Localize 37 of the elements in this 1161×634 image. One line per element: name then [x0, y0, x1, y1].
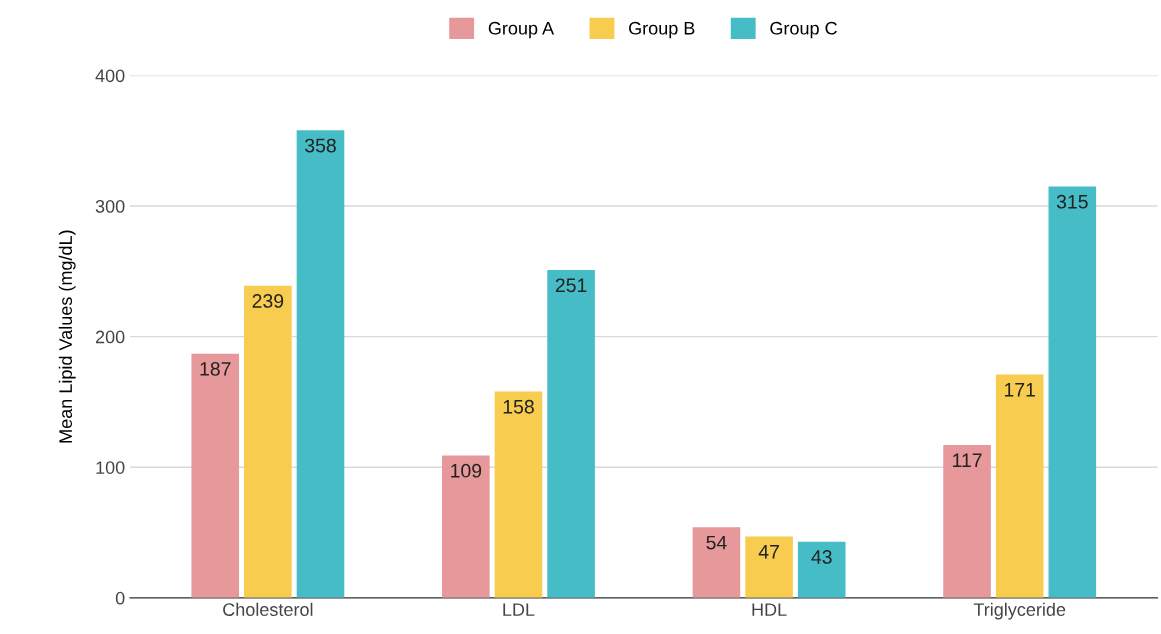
data-label: 358 — [305, 138, 336, 153]
data-label: 43 — [811, 550, 832, 564]
bar — [442, 455, 490, 598]
bar — [191, 353, 240, 598]
bar — [797, 541, 846, 598]
bar — [547, 270, 595, 598]
y-axis-title: Mean Lipid Values (mg/dL) — [58, 230, 76, 443]
x-tick-label: Triglyceride — [973, 602, 1066, 620]
y-tick-label: 0 — [115, 591, 125, 605]
data-label: 171 — [1004, 383, 1035, 397]
x-tick-label: LDL — [503, 603, 535, 616]
bar — [244, 285, 292, 598]
legend-label: Group C — [770, 21, 837, 39]
data-label: 109 — [451, 463, 482, 478]
x-tick-label: HDL — [752, 603, 787, 616]
bar — [745, 536, 793, 598]
bar — [943, 445, 991, 598]
bar — [296, 130, 345, 598]
bar — [1048, 186, 1097, 598]
y-tick-label: 400 — [95, 69, 125, 83]
legend-label: Group A — [488, 21, 555, 39]
y-tick-label: 200 — [95, 330, 125, 344]
data-label: 158 — [503, 399, 534, 414]
y-tick-label: 100 — [96, 461, 125, 474]
bar — [995, 374, 1044, 598]
data-label: 117 — [953, 453, 982, 467]
data-label: 54 — [706, 535, 727, 550]
data-label: 187 — [200, 361, 231, 376]
y-tick-label: 300 — [95, 199, 125, 213]
x-tick-label: Cholesterol — [223, 602, 313, 616]
bar — [494, 391, 543, 598]
legend-label: Group B — [629, 21, 695, 39]
data-label: 251 — [555, 278, 587, 293]
data-label: 47 — [758, 545, 779, 559]
data-label: 315 — [1056, 194, 1088, 209]
data-label: 239 — [252, 294, 284, 308]
bar — [692, 527, 741, 598]
